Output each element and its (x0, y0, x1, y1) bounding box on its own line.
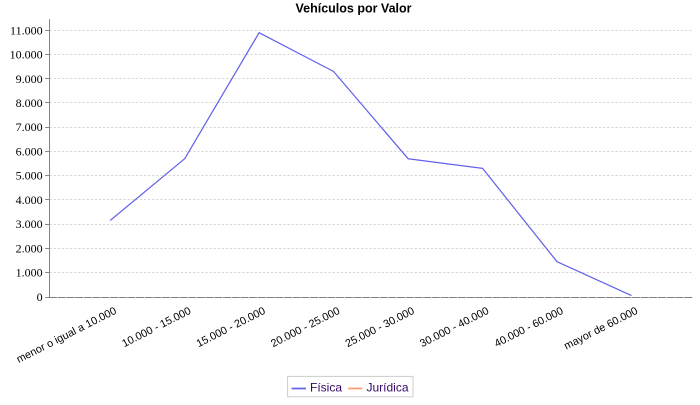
svg-text:11.000: 11.000 (10, 23, 43, 37)
svg-text:1.000: 1.000 (16, 266, 43, 280)
svg-text:Física: Física (310, 381, 342, 395)
svg-text:0: 0 (37, 290, 43, 304)
svg-text:5.000: 5.000 (16, 169, 43, 183)
svg-text:Vehículos por Valor: Vehículos por Valor (295, 2, 411, 16)
svg-text:2.000: 2.000 (16, 241, 43, 255)
svg-text:7.000: 7.000 (16, 120, 43, 134)
svg-text:3.000: 3.000 (16, 217, 43, 231)
svg-text:10.000: 10.000 (10, 48, 43, 62)
svg-text:6.000: 6.000 (16, 144, 43, 158)
svg-text:9.000: 9.000 (16, 72, 43, 86)
svg-text:4.000: 4.000 (16, 193, 43, 207)
svg-text:Jurídica: Jurídica (367, 381, 409, 395)
svg-text:8.000: 8.000 (16, 96, 43, 110)
